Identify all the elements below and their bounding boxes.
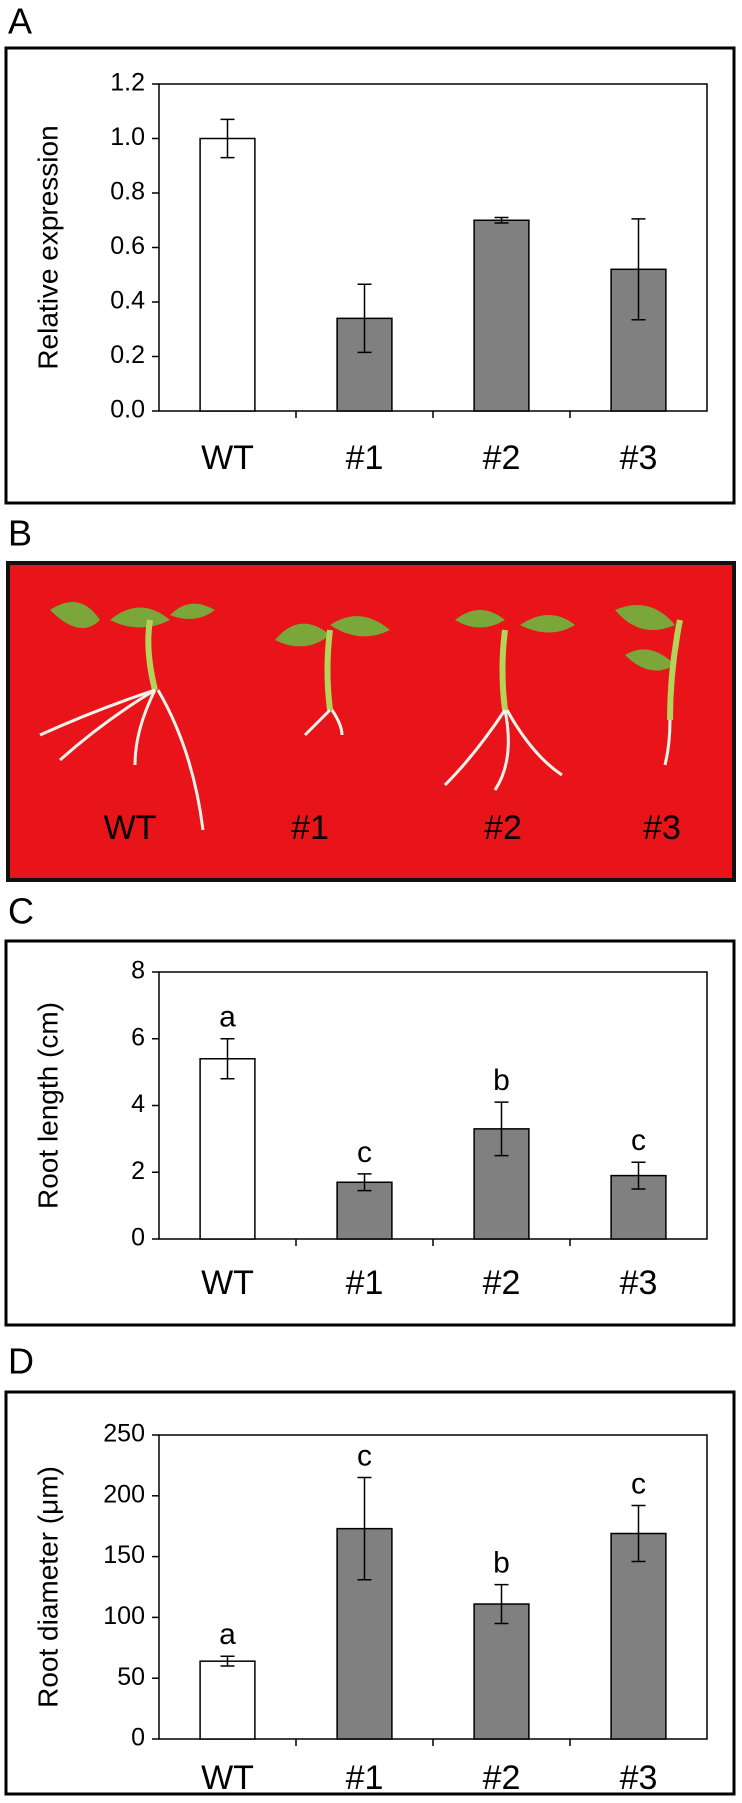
y-tick-label: 0	[131, 1224, 145, 1252]
bar	[199, 1058, 256, 1240]
y-tick-label: 100	[103, 1602, 145, 1630]
error-bar	[631, 218, 646, 321]
significance-letter: c	[357, 1136, 372, 1169]
panel-frame	[4, 46, 736, 505]
y-tick-label: 0.0	[110, 396, 145, 424]
x-tick-label: #1	[346, 1759, 384, 1797]
x-tick-label: #3	[620, 1264, 658, 1302]
y-axis-label: Root diameter (μm)	[32, 1466, 63, 1708]
x-tick-label: #3	[620, 1759, 658, 1797]
y-tick-label: 0	[131, 1724, 145, 1752]
bar	[336, 1181, 393, 1240]
error-bar	[494, 1583, 509, 1625]
photo-label: WT	[104, 809, 157, 847]
x-tick-label: WT	[201, 439, 254, 477]
photo-label: #3	[643, 809, 681, 847]
panel-frame	[4, 939, 736, 1327]
error-bar	[357, 1476, 372, 1581]
error-bar	[357, 1173, 372, 1192]
significance-letter: c	[631, 1467, 646, 1500]
photo: WT #1 #2 #3	[6, 561, 736, 882]
significance-letter: c	[357, 1439, 372, 1472]
y-tick-label: 4	[131, 1090, 145, 1118]
bar	[473, 219, 530, 412]
error-bar	[631, 1504, 646, 1563]
panel-frame	[4, 1390, 736, 1796]
error-bar	[357, 283, 372, 354]
y-tick-label: 8	[131, 957, 145, 985]
y-tick-label: 1.0	[110, 123, 145, 151]
significance-letter: c	[631, 1124, 646, 1157]
y-tick-label: 0.2	[110, 341, 145, 369]
error-bar	[220, 118, 235, 159]
stems	[145, 619, 683, 721]
significance-letter: b	[493, 1064, 510, 1097]
y-tick-label: 0.4	[110, 287, 145, 315]
panel-label: D	[8, 1341, 34, 1382]
x-tick-label: WT	[201, 1759, 254, 1797]
y-tick-label: 2	[131, 1157, 145, 1185]
x-tick-label: WT	[201, 1264, 254, 1302]
error-bar	[494, 216, 509, 224]
x-tick-label: #3	[620, 439, 658, 477]
x-tick-label: #2	[483, 1759, 521, 1797]
error-bar	[631, 1161, 646, 1190]
panel-label: C	[8, 891, 34, 932]
bar	[199, 1660, 256, 1740]
significance-letter: a	[219, 1001, 236, 1034]
bar	[199, 137, 256, 412]
bar	[473, 1603, 530, 1740]
x-tick-label: #2	[483, 439, 521, 477]
significance-letter: a	[219, 1618, 236, 1651]
photo-label: #2	[484, 809, 522, 847]
error-bar	[220, 1655, 235, 1667]
y-axis-label: Root length (cm)	[32, 1002, 63, 1209]
y-tick-label: 50	[117, 1663, 145, 1691]
x-tick-label: #2	[483, 1264, 521, 1302]
plants	[50, 602, 675, 671]
x-tick-label: #1	[346, 439, 384, 477]
roots	[39, 688, 672, 831]
y-tick-label: 1.2	[110, 69, 145, 97]
y-tick-label: 0.8	[110, 178, 145, 206]
significance-letter: b	[493, 1546, 510, 1579]
panel-label: A	[8, 1, 32, 42]
y-tick-label: 200	[103, 1480, 145, 1508]
error-bar	[220, 1038, 235, 1080]
y-tick-label: 150	[103, 1541, 145, 1569]
y-tick-label: 0.6	[110, 232, 145, 260]
bar	[610, 1532, 667, 1740]
panel-label: B	[8, 513, 32, 554]
y-tick-label: 250	[103, 1420, 145, 1448]
error-bar	[494, 1101, 509, 1157]
y-axis-label: Relative expression	[32, 125, 63, 369]
y-tick-label: 6	[131, 1023, 145, 1051]
x-tick-label: #1	[346, 1264, 384, 1302]
photo-label: #1	[291, 809, 329, 847]
